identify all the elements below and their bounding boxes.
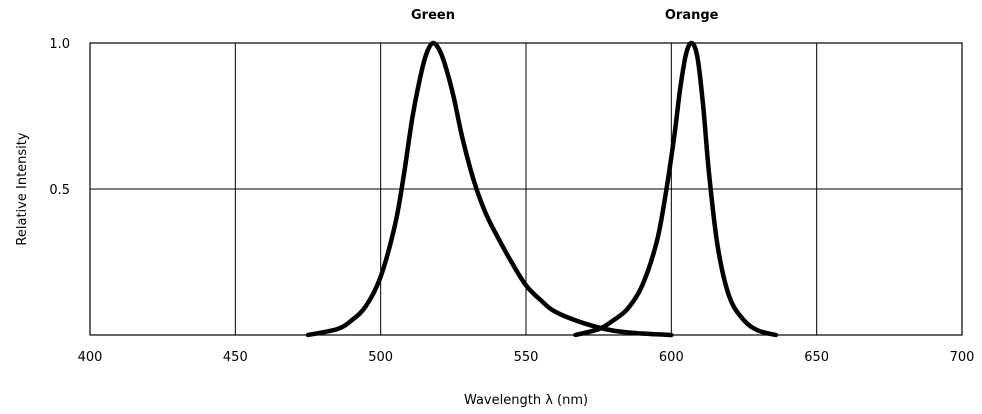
series-line-green (305, 40, 674, 338)
series-labels: Green Orange (411, 8, 719, 23)
x-tick-label-450: 450 (223, 350, 248, 365)
x-axis-title: Wavelength λ (nm) (464, 393, 588, 408)
series-curves (305, 40, 779, 338)
plot-frame (89, 42, 963, 336)
series-label-green: Green (411, 8, 455, 23)
grid (90, 43, 962, 335)
series-label-orange: Orange (665, 8, 719, 23)
y-axis-title: Relative Intensity (15, 132, 30, 245)
x-tick-label-700: 700 (950, 350, 975, 365)
x-tick-label-500: 500 (368, 350, 393, 365)
x-tick-labels: 400 450 500 550 600 650 700 (78, 350, 975, 365)
x-tick-label-550: 550 (514, 350, 539, 365)
x-tick-label-650: 650 (804, 350, 829, 365)
y-tick-labels: 0.5 1.0 (49, 37, 70, 198)
y-tick-label-1.0: 1.0 (49, 37, 70, 52)
x-tick-label-400: 400 (78, 350, 103, 365)
y-tick-label-0.5: 0.5 (49, 183, 70, 198)
series-line-orange (573, 40, 779, 338)
x-tick-label-600: 600 (659, 350, 684, 365)
